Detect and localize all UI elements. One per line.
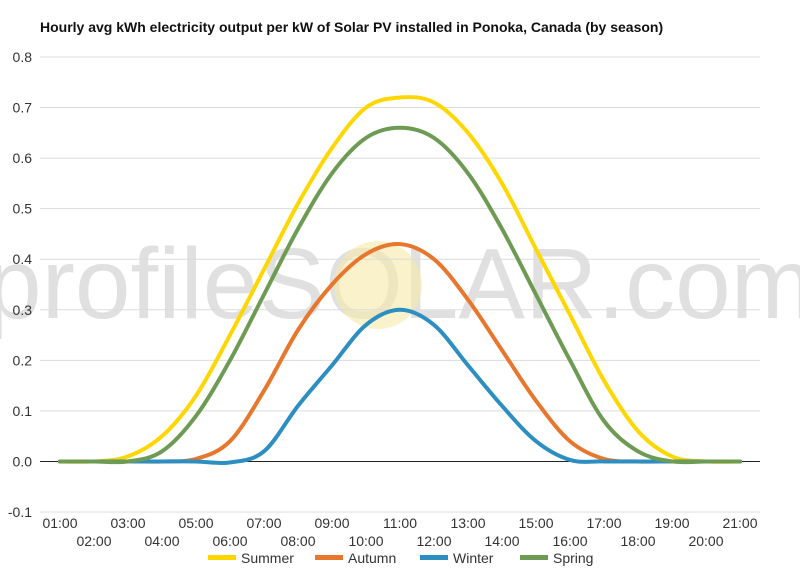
- y-tick-label: 0.0: [13, 453, 33, 469]
- x-tick-label: 21:00: [722, 515, 757, 531]
- x-tick-label: 18:00: [620, 533, 655, 549]
- y-tick-label: 0.3: [13, 302, 33, 318]
- legend: Summer Autumn Winter Spring: [208, 550, 593, 566]
- y-tick-label: 0.4: [13, 251, 33, 267]
- legend-swatch-winter: [420, 555, 448, 560]
- x-tick-label: 05:00: [178, 515, 213, 531]
- x-tick-label: 14:00: [484, 533, 519, 549]
- x-tick-label: 19:00: [654, 515, 689, 531]
- series-line-winter: [58, 307, 742, 466]
- legend-label-autumn: Autumn: [348, 550, 396, 566]
- x-tick-label: 04:00: [144, 533, 179, 549]
- series-lines: [58, 95, 742, 466]
- x-tick-label: 07:00: [246, 515, 281, 531]
- x-axis: 01:00 02:00 03:00 04:00 05:00 06:00 07:00 08:00…: [42, 515, 757, 549]
- x-tick-label: 11:00: [383, 515, 417, 531]
- y-tick-label: -0.1: [8, 504, 32, 520]
- series-line-spring: [58, 125, 742, 465]
- legend-swatch-spring: [520, 555, 548, 560]
- x-tick-label: 01:00: [42, 515, 77, 531]
- x-tick-label: 10:00: [348, 533, 383, 549]
- x-tick-label: 03:00: [110, 515, 145, 531]
- grid: [40, 56, 760, 513]
- x-tick-label: 15:00: [518, 515, 553, 531]
- legend-swatch-summer: [208, 555, 236, 560]
- legend-swatch-autumn: [315, 555, 343, 560]
- y-tick-label: 0.6: [13, 150, 33, 166]
- x-tick-label: 16:00: [552, 533, 587, 549]
- y-tick-label: 0.8: [13, 49, 33, 65]
- x-tick-label: 13:00: [450, 515, 485, 531]
- y-axis: 0.8 0.7 0.6 0.5 0.4 0.3 0.2 0.1 0.0 -0.1: [8, 49, 32, 520]
- y-tick-label: 0.1: [13, 403, 33, 419]
- x-tick-label: 12:00: [416, 533, 451, 549]
- legend-label-spring: Spring: [553, 550, 593, 566]
- series-line-summer: [58, 95, 742, 464]
- x-tick-label: 06:00: [212, 533, 247, 549]
- x-tick-label: 08:00: [280, 533, 315, 549]
- legend-label-winter: Winter: [453, 550, 494, 566]
- x-tick-label: 20:00: [688, 533, 723, 549]
- chart-title: Hourly avg kWh electricity output per kW…: [40, 19, 664, 35]
- x-tick-label: 02:00: [76, 533, 111, 549]
- y-tick-label: 0.5: [13, 201, 33, 217]
- legend-label-summer: Summer: [241, 550, 294, 566]
- y-tick-label: 0.2: [13, 352, 33, 368]
- x-tick-label: 17:00: [586, 515, 621, 531]
- x-tick-label: 09:00: [314, 515, 349, 531]
- y-tick-label: 0.7: [13, 100, 33, 116]
